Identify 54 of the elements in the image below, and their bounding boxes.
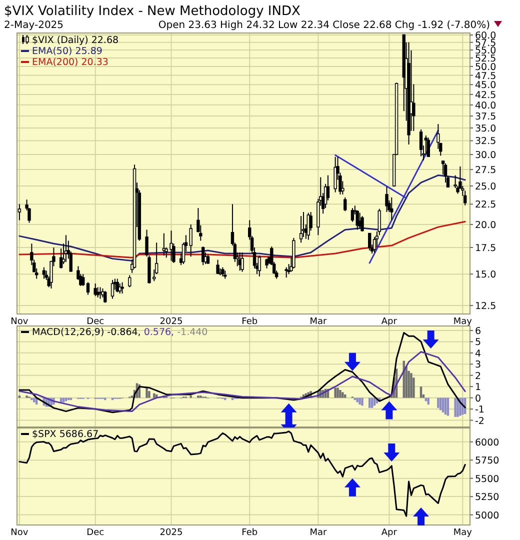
- y-tick-label: 3: [475, 360, 482, 371]
- legend-label: EMA(200) 20.33: [32, 57, 108, 68]
- legend-label: $VIX (Daily) 22.68: [32, 35, 119, 46]
- y-tick-label: 6: [475, 326, 482, 337]
- x-tick-label: Apr: [381, 528, 398, 538]
- y-tick-label: 6000: [475, 437, 500, 448]
- y-tick-label: 15.0: [475, 270, 496, 281]
- y-tick-label: 4: [475, 348, 482, 360]
- legend-label: EMA(50) 25.89: [32, 46, 102, 57]
- y-tick-label: -1: [475, 404, 484, 416]
- text: -1.440: [174, 327, 208, 338]
- y-tick-label: 42.5: [475, 90, 496, 101]
- y-tick-label: 50.0: [475, 62, 496, 73]
- y-tick-label: 37.5: [475, 112, 496, 123]
- y-tick-label: 45.0: [475, 80, 496, 92]
- y-tick-label: 32.5: [475, 136, 496, 148]
- y-tick-label: 5250: [475, 492, 500, 504]
- legend-label: MACD(12,26,9) -0.864,: [32, 327, 141, 338]
- y-tick-label: 1: [475, 382, 482, 394]
- y-tick-label: 5500: [475, 474, 500, 485]
- x-tick-label: Nov: [10, 317, 29, 327]
- y-tick-label: 27.5: [475, 165, 496, 176]
- y-tick-label: 25.0: [475, 181, 496, 192]
- y-tick-label: 35.0: [475, 123, 496, 134]
- x-tick-label: 2025: [160, 317, 183, 327]
- x-tick-label: May: [453, 317, 473, 327]
- y-tick-label: 20.0: [475, 220, 496, 231]
- chart-title: $VIX Volatility Index - New Methodology INDX: [4, 4, 300, 19]
- y-tick-label: 12.5: [475, 301, 496, 312]
- text: 0.576,: [140, 327, 174, 338]
- y-tick-label: 5: [475, 337, 482, 348]
- x-tick-label: Feb: [242, 528, 258, 538]
- legend-label: $SPX 5686.67: [32, 429, 99, 440]
- x-tick-label: Feb: [242, 317, 258, 327]
- text: Open 23.63 High 24.32 Low 22.34 Close 22.68 Chg -1.92 (-7.80%): [158, 20, 490, 31]
- x-tick-label: May: [453, 528, 473, 538]
- x-tick-label: Nov: [10, 528, 29, 538]
- y-tick-label: -2: [475, 416, 484, 427]
- chart-subtitle: 2-May-2025: [4, 20, 64, 31]
- x-tick-label: Dec: [86, 528, 104, 538]
- y-tick-label: 47.5: [475, 70, 496, 82]
- x-tick-label: Mar: [310, 317, 327, 327]
- x-tick-label: Mar: [310, 528, 327, 538]
- y-tick-label: 5750: [475, 456, 500, 467]
- x-tick-label: Dec: [86, 317, 104, 327]
- y-tick-label: 0: [475, 393, 482, 404]
- y-tick-label: 40.0: [475, 100, 496, 112]
- x-tick-label: 2025: [160, 528, 183, 538]
- x-tick-label: Apr: [381, 317, 398, 327]
- y-tick-label: 17.5: [475, 242, 496, 254]
- y-tick-label: 22.5: [475, 200, 496, 211]
- y-tick-label: 2: [475, 370, 482, 382]
- y-tick-label: 30.0: [475, 150, 496, 162]
- y-tick-label: 5000: [475, 510, 500, 522]
